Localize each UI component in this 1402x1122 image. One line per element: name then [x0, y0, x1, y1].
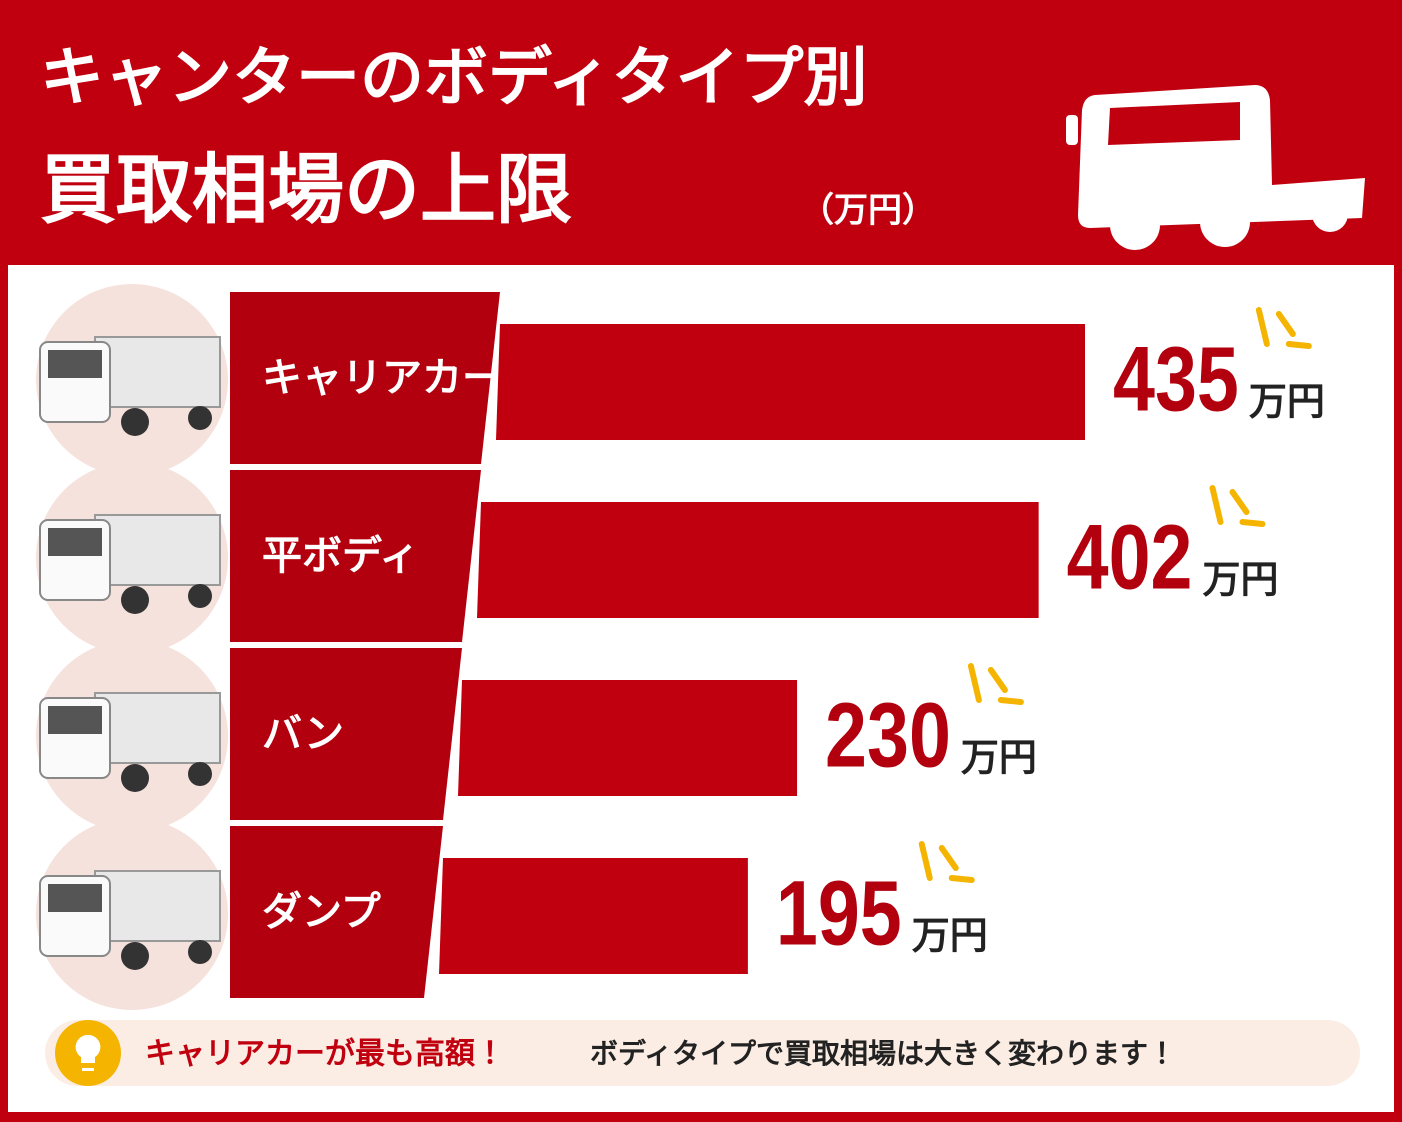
note-pill [45, 1020, 1360, 1086]
bar [439, 858, 748, 974]
burst-line [1209, 485, 1224, 525]
burst-line [948, 875, 975, 883]
truck-wheel [188, 940, 212, 964]
truck-wheel [188, 584, 212, 608]
truck-windows [1108, 102, 1240, 145]
category-label: 平ボディ [262, 533, 419, 579]
category-block [230, 292, 500, 464]
chart-title: キャンターのボディタイプ別 [40, 42, 868, 116]
truck-windshield [48, 706, 102, 734]
category-block [230, 826, 443, 998]
bulb-icon [75, 1034, 101, 1071]
truck-windshield [48, 350, 102, 378]
truck-windshield [48, 884, 102, 912]
burst-line [1275, 311, 1296, 337]
burst-line [997, 697, 1024, 705]
truck-cargo [94, 514, 221, 586]
truck-photo [39, 336, 221, 436]
truck-wheel [121, 942, 149, 970]
chart-subtitle: 買取相場の上限 [40, 145, 572, 234]
truck-wheel [121, 586, 149, 614]
bar [496, 324, 1085, 440]
burst-line [987, 667, 1008, 693]
truck-wheel [121, 408, 149, 436]
truck-wheel [188, 406, 212, 430]
burst-line [967, 663, 982, 703]
category-label: ダンプ [262, 889, 381, 935]
value-unit: 万円 [1202, 558, 1278, 602]
bar [458, 680, 798, 796]
burst-line [1285, 341, 1312, 349]
category-block [230, 470, 481, 642]
value-label: 195 [776, 861, 902, 964]
truck-wheel [1312, 196, 1348, 232]
truck-mirror [1066, 115, 1078, 145]
truck-wheel [1110, 200, 1160, 250]
value-unit: 万円 [1249, 380, 1325, 424]
value-label: 402 [1067, 505, 1193, 608]
unit-note: （万円） [800, 191, 936, 231]
note-text: ボディタイプで買取相場は大きく変わります！ [590, 1037, 1176, 1070]
truck-photo [39, 514, 221, 614]
category-block [230, 648, 462, 820]
truck-windshield [48, 528, 102, 556]
truck-window [1108, 102, 1240, 145]
truck-cargo [94, 870, 221, 942]
value-unit: 万円 [912, 914, 988, 958]
value-label: 230 [825, 683, 951, 786]
value-unit: 万円 [961, 736, 1037, 780]
burst-line [1255, 307, 1270, 347]
category-label: キャリアカー [262, 355, 502, 401]
burst-line [938, 845, 959, 871]
category-label: バン [262, 711, 344, 757]
burst-line [1229, 489, 1250, 515]
truck-photo [39, 692, 221, 792]
truck-cargo [94, 336, 221, 408]
truck-wheel [188, 762, 212, 786]
burst-line [1239, 519, 1266, 527]
note-highlight: キャリアカーが最も高額！ [145, 1037, 505, 1072]
burst-line [918, 841, 933, 881]
truck-cargo [94, 692, 221, 764]
truck-wheel [1200, 197, 1250, 247]
truck-wheel [121, 764, 149, 792]
value-label: 435 [1113, 327, 1239, 430]
truck-photo [39, 870, 221, 970]
bar [477, 502, 1039, 618]
